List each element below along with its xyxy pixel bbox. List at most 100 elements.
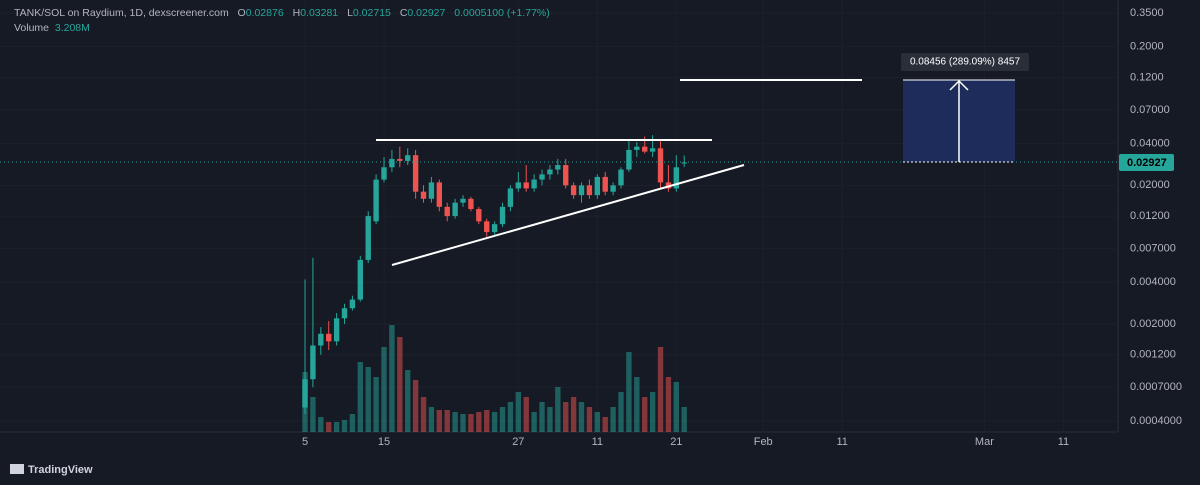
- volume-bar: [515, 391, 522, 432]
- volume-value: 3.208M: [54, 22, 90, 34]
- x-tick-label: 11: [837, 436, 848, 448]
- volume-bar: [578, 401, 585, 432]
- price-label: 0.02927: [1127, 157, 1167, 169]
- x-tick-label: Mar: [975, 436, 994, 448]
- volume-bar: [507, 401, 514, 432]
- volume-bar: [642, 397, 648, 432]
- y-tick-label: 0.3500: [1130, 7, 1164, 19]
- volume-bar: [499, 406, 506, 432]
- candle-body: [681, 162, 687, 164]
- volume-bar: [333, 422, 340, 432]
- volume-bar: [484, 409, 490, 432]
- volume-bar: [594, 412, 601, 432]
- volume-bar: [357, 362, 364, 432]
- candle-body: [594, 176, 601, 196]
- candle-body: [357, 259, 364, 300]
- candle-body: [665, 182, 672, 189]
- volume-bar: [389, 325, 395, 432]
- volume-bar: [365, 366, 371, 432]
- brand-logo: [10, 464, 24, 474]
- candle-body: [389, 158, 395, 168]
- volume-bar: [318, 416, 324, 432]
- volume-bar: [523, 397, 529, 432]
- candle-body: [333, 318, 340, 342]
- candle-body: [365, 216, 371, 260]
- volume-bar: [673, 381, 680, 432]
- volume-bar: [665, 376, 672, 432]
- price-label-bg: [1119, 154, 1174, 171]
- volume-bar: [563, 401, 569, 432]
- candle-body: [649, 148, 656, 152]
- y-tick-label: 0.01200: [1130, 210, 1170, 222]
- y-tick-label: 0.04000: [1130, 138, 1170, 150]
- candle-body: [452, 202, 458, 217]
- header-line: TANK/SOL on Raydium, 1D, dexscreener.com…: [14, 6, 556, 21]
- ohlc-value: 0.03281: [300, 7, 339, 19]
- volume-bar: [310, 397, 316, 432]
- candle-body: [468, 198, 474, 210]
- volume-bar: [412, 379, 419, 432]
- candle-body: [634, 146, 640, 150]
- candle-body: [673, 167, 680, 189]
- volume-bar: [476, 412, 482, 432]
- volume-bar: [341, 419, 348, 432]
- candle-body: [381, 167, 387, 180]
- candle-body: [499, 206, 506, 225]
- x-tick-label: 27: [512, 436, 524, 448]
- candle-body: [657, 148, 664, 183]
- y-tick-label: 0.0007000: [1130, 381, 1182, 393]
- x-tick-label: 21: [670, 436, 682, 448]
- volume-bar: [468, 413, 474, 432]
- ohlc-value: 0.02927: [407, 7, 446, 19]
- candle-body: [420, 191, 427, 199]
- y-tick-label: 0.07000: [1130, 104, 1170, 116]
- candle-body: [397, 158, 403, 161]
- volume-bar: [586, 406, 593, 432]
- candle-body: [586, 185, 593, 196]
- volume-bar: [610, 406, 616, 432]
- volume-bar: [626, 351, 632, 432]
- x-tick-label: 11: [1058, 436, 1069, 448]
- candle-body: [507, 188, 514, 207]
- candle-body: [302, 379, 308, 408]
- candle-body: [491, 224, 498, 233]
- candle-body: [547, 169, 553, 175]
- y-tick-label: 0.2000: [1130, 41, 1164, 53]
- volume-bar: [381, 347, 387, 432]
- volume-bar: [452, 412, 458, 432]
- candle-body: [412, 155, 419, 192]
- volume-bar: [681, 406, 687, 432]
- candle-body: [310, 345, 316, 380]
- volume-bar: [326, 422, 332, 432]
- volume-bar: [405, 369, 411, 432]
- volume-bar: [491, 412, 498, 432]
- candle-body: [460, 198, 466, 203]
- candle-body: [531, 179, 537, 189]
- candle-body: [570, 185, 577, 196]
- candle-body: [555, 165, 561, 170]
- y-tick-label: 0.001200: [1130, 349, 1176, 361]
- header: TANK/SOL on Raydium, 1D, dexscreener.com…: [14, 6, 556, 36]
- candle-body: [341, 308, 348, 319]
- ohlc-letter: H: [292, 7, 301, 19]
- ohlc-value: 0.02715: [352, 7, 391, 19]
- candle-body: [436, 182, 443, 207]
- volume-bar: [539, 401, 545, 432]
- x-tick-label: Feb: [754, 436, 773, 448]
- volume-bar: [570, 397, 577, 432]
- y-tick-label: 0.002000: [1130, 318, 1176, 330]
- candle-body: [444, 206, 450, 217]
- ohlc-letter: C: [399, 7, 408, 19]
- volume-line: Volume 3.208M: [14, 21, 556, 36]
- volume-bar: [555, 387, 561, 432]
- y-tick-label: 0.02000: [1130, 179, 1170, 191]
- brand: TradingView: [28, 464, 93, 476]
- y-tick-label: 0.0004000: [1130, 415, 1182, 427]
- candle-body: [602, 176, 608, 192]
- volume-title: Volume: [14, 22, 50, 34]
- candle-body: [642, 146, 648, 152]
- volume-bar: [602, 416, 608, 432]
- volume-bar: [349, 413, 356, 432]
